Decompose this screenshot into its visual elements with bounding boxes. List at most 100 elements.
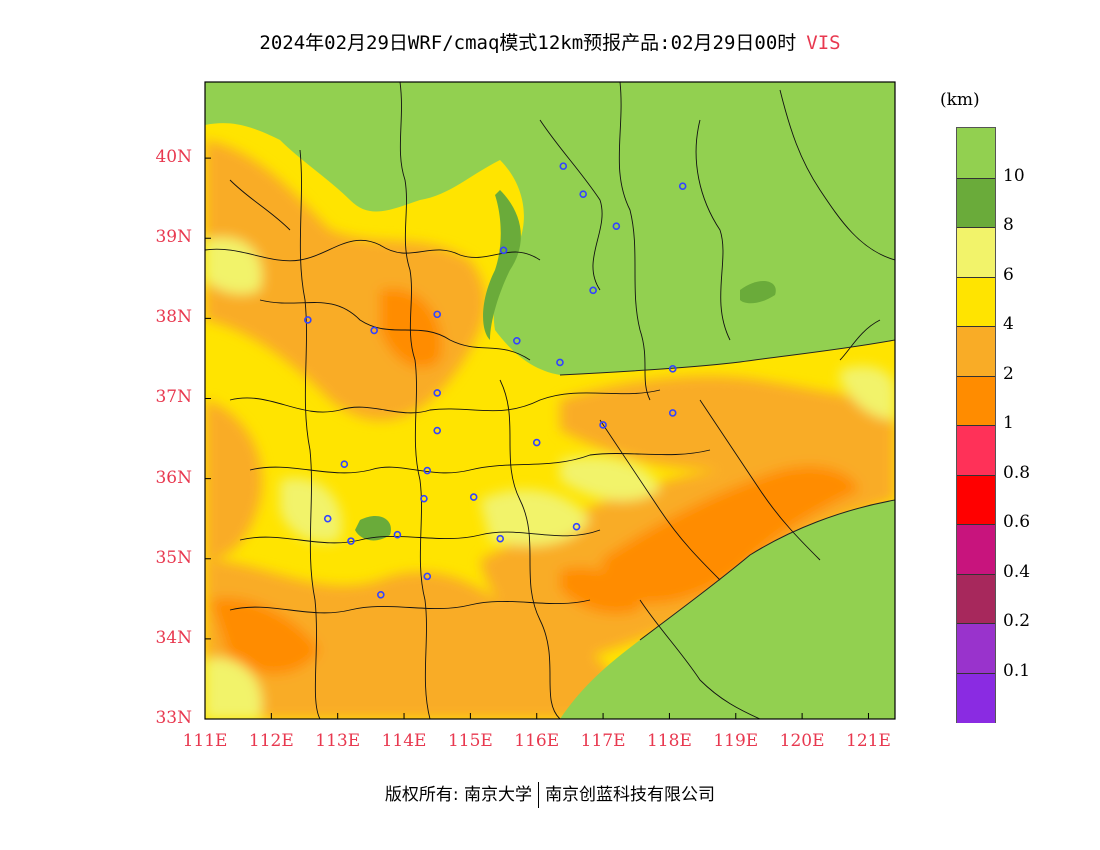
visibility-field [205,82,895,719]
legend-label: 10 [1003,165,1025,186]
city-station-marker [589,286,597,295]
legend-label: 0.1 [1003,660,1031,681]
lat-label: 36N [155,467,192,488]
field-lightyellow-1 [205,237,262,295]
legend-swatch [957,375,995,426]
legend-label: 1 [1003,413,1014,433]
legend-label: 2 [1003,363,1014,384]
legend-swatch [957,326,995,377]
city-station-marker [370,326,378,335]
footer-left: 版权所有: 南京大学 [384,785,533,805]
city-station-marker [496,534,505,543]
map-frame [204,81,896,720]
axis-ticks [204,157,869,720]
city-station-marker [469,493,478,501]
lon-label: 115E [447,731,493,751]
city-station-marker [433,310,442,319]
lat-label: 35N [155,547,192,568]
city-station-marker [423,572,432,581]
legend-swatch [957,425,995,476]
city-station-marker [559,162,568,170]
map-title: 2024年02月29日WRF/cmaq模式12km预报产品:02月29日00时 V… [0,28,1100,55]
lat-label: 38N [155,307,192,328]
lon-label: 120E [779,731,825,751]
lat-label: 33N [155,708,192,728]
boundaries [205,82,895,719]
legend-label: 8 [1003,215,1014,235]
field-lightyellow-4 [560,456,660,501]
lon-label: 112E [248,731,294,751]
field-clear-north [205,82,895,375]
legend-label: 4 [1003,314,1014,334]
field-dark-orange-se [600,466,860,604]
footer-separator [538,782,540,808]
city-station-marker [433,389,442,397]
field-lightyellow-6 [840,366,895,420]
coastline-south [639,499,895,641]
lon-label: 111E [182,731,228,751]
city-station-marker [572,522,581,531]
variable-name: VIS [806,32,841,54]
lon-label: 113E [315,731,361,751]
lat-label: 37N [155,387,192,408]
lon-label: 119E [713,731,759,751]
title-text: 2024年02月29日WRF/cmaq模式12km预报产品:02月29日00时 [259,32,797,54]
lon-label: 117E [580,731,626,751]
lon-label: 114E [381,731,427,751]
legend-swatch [957,128,995,178]
city-station-marker [599,421,607,429]
city-station-marker [532,438,541,447]
field-orange-east [560,376,895,470]
lat-label: 39N [155,227,192,248]
legend-swatch [957,276,995,327]
footer-right: 南京创蓝科技有限公司 [545,785,716,805]
city-station-marker [499,246,508,255]
field-patch-8-10 [355,515,391,541]
city-station-marker [513,337,521,345]
legend-swatch [957,177,995,228]
city-station-marker [393,530,402,539]
field-lightyellow-5 [205,658,262,719]
city-station-marker [612,222,621,231]
city-station-marker [433,426,442,435]
copyright-footer: 版权所有: 南京大学 南京创蓝科技有限公司 [0,780,1100,808]
city-station-marker [423,466,432,475]
legend-swatch [957,623,995,674]
legend-unit: (km) [940,90,980,110]
legend-label: 0.4 [1003,561,1031,582]
city-station-marker [579,190,587,198]
city-station-marker [556,358,564,367]
lat-label: 40N [155,147,192,168]
lon-label: 116E [514,731,560,751]
coastline-north [559,339,895,376]
station-markers [304,162,687,599]
color-legend [956,127,996,723]
city-station-marker [377,591,385,599]
legend-swatch [957,474,995,525]
legend-swatch [957,672,995,723]
legend-swatch [957,227,995,278]
city-station-marker [668,365,677,373]
legend-swatch [957,573,995,624]
city-station-marker [347,537,355,545]
city-station-marker [668,409,677,417]
lon-label: 118E [646,731,692,751]
legend-swatch [957,524,995,575]
city-station-marker [420,494,428,503]
lat-label: 34N [155,627,192,648]
city-station-marker [678,182,687,190]
field-dark-orange-n [380,288,442,369]
field-dark-orange-sw [210,598,320,674]
city-station-marker [323,514,332,523]
city-station-marker [340,460,349,469]
legend-label: 6 [1003,264,1014,285]
field-clear-southeast [560,500,895,719]
legend-label: 0.6 [1003,512,1031,532]
legend-label: 0.2 [1003,611,1031,631]
field-orange-west [205,400,262,560]
legend-label: 0.8 [1003,462,1031,483]
lon-label: 121E [846,731,891,751]
field-patch-8-10-ne [740,280,776,304]
field-orange-sw [205,560,620,719]
